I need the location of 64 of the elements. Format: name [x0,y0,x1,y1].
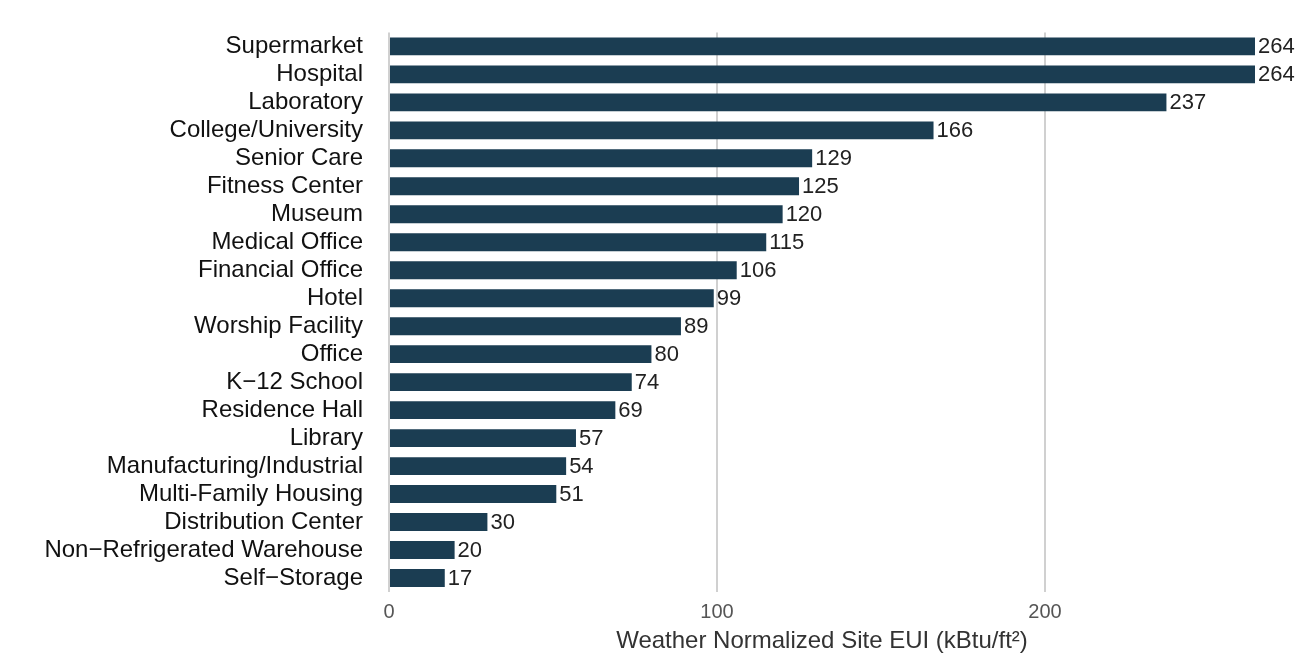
bar [390,233,767,252]
bar [390,541,455,559]
bar [390,457,567,476]
bar [390,93,1167,112]
data-label: 51 [559,481,584,507]
y-tick-label: Hotel [306,282,363,310]
y-tick-label: Senior Care [234,142,363,170]
data-label: 54 [569,453,594,479]
bar [390,65,1255,84]
x-tick-label: 100 [700,599,734,622]
bar [390,289,714,308]
y-tick-label: Residence Hall [201,394,363,422]
bar [390,205,783,224]
x-tick-label: 0 [383,599,395,622]
y-tick-label: Library [289,422,363,450]
data-label: 80 [654,341,679,367]
data-label: 106 [739,257,777,283]
bar [390,37,1255,56]
y-tick-label: Fitness Center [206,170,363,198]
data-label: 115 [769,229,805,255]
data-label: 57 [578,425,604,451]
data-label: 17 [447,565,473,591]
data-label: 30 [490,509,515,535]
y-tick-label: Distribution Center [164,506,364,534]
x-axis-title: Weather Normalized Site EUI (kBtu/ft²) [616,626,1028,654]
y-tick-label: Self−Storage [223,562,363,590]
x-tick-label: 200 [1028,599,1062,622]
data-label: 74 [634,369,660,395]
y-tick-label: Financial Office [198,254,363,282]
y-tick-label: Multi-Family Housing [138,478,363,506]
y-tick-label: Manufacturing/Industrial [106,450,363,478]
y-tick-label: College/University [169,114,363,142]
bar [390,177,800,196]
y-tick-label: Medical Office [211,226,363,254]
data-label: 125 [802,173,839,199]
data-label: 166 [936,117,974,143]
data-label: 20 [457,537,483,563]
data-label: 129 [815,145,852,171]
y-tick-label: Supermarket [225,31,364,59]
y-tick-label: Museum [270,198,363,226]
bar [390,373,632,392]
data-label: 69 [618,397,643,423]
data-label: 120 [785,201,823,227]
bar [390,513,488,531]
bar [390,121,934,140]
bar [390,345,652,364]
data-label: 237 [1169,89,1207,115]
y-tick-label: Laboratory [248,86,363,114]
bar [390,429,576,448]
y-tick-label: Hospital [276,59,363,86]
bar [390,569,445,587]
y-tick-label: Worship Facility [194,310,363,338]
bar [390,401,616,420]
data-label: 99 [716,285,742,311]
data-label: 264 [1258,61,1295,87]
y-tick-label: Office [300,338,363,366]
data-label: 264 [1258,33,1295,59]
y-tick-label: K−12 School [226,366,363,394]
y-tick-label: Non−Refrigerated Warehouse [44,534,363,562]
bar [390,317,681,336]
bar [390,485,557,504]
bar [390,261,737,280]
bar [390,149,813,168]
data-label: 89 [683,313,709,339]
